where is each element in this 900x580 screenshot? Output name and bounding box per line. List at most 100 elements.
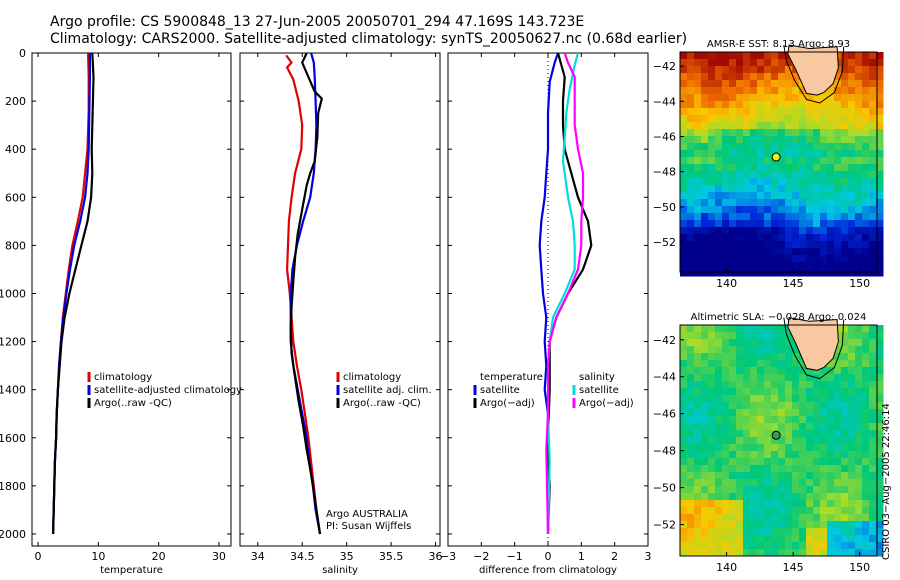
heatmap-cell bbox=[841, 234, 849, 242]
heatmap-cell bbox=[848, 241, 856, 249]
lat-tick-label: −44 bbox=[653, 371, 676, 384]
heatmap-cell bbox=[722, 402, 730, 410]
difference-temperature-legend-label: Argo(−adj) bbox=[480, 398, 535, 409]
heatmap-cell bbox=[771, 178, 779, 186]
x-axis-label: salinity bbox=[322, 565, 358, 576]
heatmap-cell bbox=[841, 150, 849, 158]
heatmap-cell bbox=[876, 402, 884, 410]
heatmap-cell bbox=[771, 101, 779, 109]
heatmap-cell bbox=[869, 549, 877, 557]
y-tick-label: 1400 bbox=[0, 384, 26, 397]
heatmap-cell bbox=[792, 486, 800, 494]
heatmap-cell bbox=[708, 157, 716, 165]
heatmap-cell bbox=[876, 346, 884, 354]
heatmap-cell bbox=[743, 171, 751, 179]
heatmap-cell bbox=[806, 129, 814, 137]
heatmap-cell bbox=[799, 486, 807, 494]
heatmap-cell bbox=[694, 213, 702, 221]
heatmap-cell bbox=[680, 206, 688, 214]
heatmap-cell bbox=[799, 374, 807, 382]
heatmap-cell bbox=[827, 101, 835, 109]
heatmap-cell bbox=[876, 535, 884, 543]
heatmap-cell bbox=[785, 206, 793, 214]
heatmap-cell bbox=[827, 549, 835, 557]
heatmap-cell bbox=[708, 171, 716, 179]
heatmap-cell bbox=[785, 388, 793, 396]
heatmap-cell bbox=[813, 94, 821, 102]
heatmap-cell bbox=[722, 332, 730, 340]
heatmap-cell bbox=[778, 458, 786, 466]
heatmap-cell bbox=[834, 185, 842, 193]
heatmap-cell bbox=[869, 178, 877, 186]
heatmap-cell bbox=[778, 94, 786, 102]
heatmap-cell bbox=[820, 451, 828, 459]
heatmap-cell bbox=[820, 500, 828, 508]
heatmap-cell bbox=[729, 381, 737, 389]
heatmap-cell bbox=[862, 227, 870, 235]
heatmap-cell bbox=[736, 486, 744, 494]
heatmap-cell bbox=[862, 150, 870, 158]
heatmap-cell bbox=[841, 507, 849, 515]
heatmap-cell bbox=[841, 185, 849, 193]
heatmap-cell bbox=[701, 416, 709, 424]
heatmap-cell bbox=[862, 381, 870, 389]
heatmap-cell bbox=[757, 199, 765, 207]
y-tick-label: 2000 bbox=[0, 528, 26, 541]
heatmap-cell bbox=[701, 157, 709, 165]
heatmap-cell bbox=[827, 542, 835, 550]
heatmap-cell bbox=[792, 220, 800, 228]
heatmap-cell bbox=[813, 388, 821, 396]
heatmap-cell bbox=[827, 465, 835, 473]
heatmap-cell bbox=[757, 255, 765, 263]
heatmap-cell bbox=[806, 528, 814, 536]
heatmap-cell bbox=[771, 206, 779, 214]
heatmap-cell bbox=[687, 255, 695, 263]
heatmap-cell bbox=[715, 332, 723, 340]
heatmap-cell bbox=[827, 87, 835, 95]
x-tick-label: 36 bbox=[429, 550, 443, 563]
heatmap-cell bbox=[743, 402, 751, 410]
heatmap-cell bbox=[841, 262, 849, 270]
heatmap-cell bbox=[701, 395, 709, 403]
heatmap-cell bbox=[876, 73, 884, 81]
heatmap-cell bbox=[771, 220, 779, 228]
series-line bbox=[546, 52, 593, 535]
heatmap-cell bbox=[736, 206, 744, 214]
heatmap-cell bbox=[715, 458, 723, 466]
heatmap-cell bbox=[722, 472, 730, 480]
heatmap-cell bbox=[799, 87, 807, 95]
temperature-legend-label: satellite-adjusted climatology bbox=[94, 385, 242, 396]
heatmap-cell bbox=[694, 549, 702, 557]
heatmap-cell bbox=[834, 493, 842, 501]
heatmap-cell bbox=[750, 157, 758, 165]
heatmap-cell bbox=[862, 192, 870, 200]
heatmap-cell bbox=[722, 493, 730, 501]
heatmap-cell bbox=[722, 339, 730, 347]
heatmap-cell bbox=[834, 269, 842, 277]
heatmap-cell bbox=[834, 374, 842, 382]
heatmap-cell bbox=[743, 346, 751, 354]
heatmap-cell bbox=[799, 269, 807, 277]
heatmap-cell bbox=[834, 234, 842, 242]
heatmap-cell bbox=[806, 521, 814, 529]
heatmap-cell bbox=[736, 87, 744, 95]
heatmap-cell bbox=[876, 549, 884, 557]
heatmap-cell bbox=[876, 178, 884, 186]
heatmap-cell bbox=[736, 227, 744, 235]
heatmap-cell bbox=[757, 332, 765, 340]
heatmap-cell bbox=[834, 115, 842, 123]
heatmap-cell bbox=[792, 507, 800, 515]
heatmap-cell bbox=[750, 73, 758, 81]
heatmap-cell bbox=[729, 472, 737, 480]
heatmap-cell bbox=[848, 164, 856, 172]
heatmap-cell bbox=[764, 325, 772, 333]
heatmap-cell bbox=[764, 59, 772, 67]
heatmap-cell bbox=[687, 430, 695, 438]
heatmap-cell bbox=[722, 73, 730, 81]
heatmap-cell bbox=[841, 255, 849, 263]
heatmap-cell bbox=[855, 521, 863, 529]
heatmap-cell bbox=[715, 80, 723, 88]
heatmap-cell bbox=[743, 241, 751, 249]
heatmap-cell bbox=[855, 549, 863, 557]
heatmap-cell bbox=[694, 472, 702, 480]
